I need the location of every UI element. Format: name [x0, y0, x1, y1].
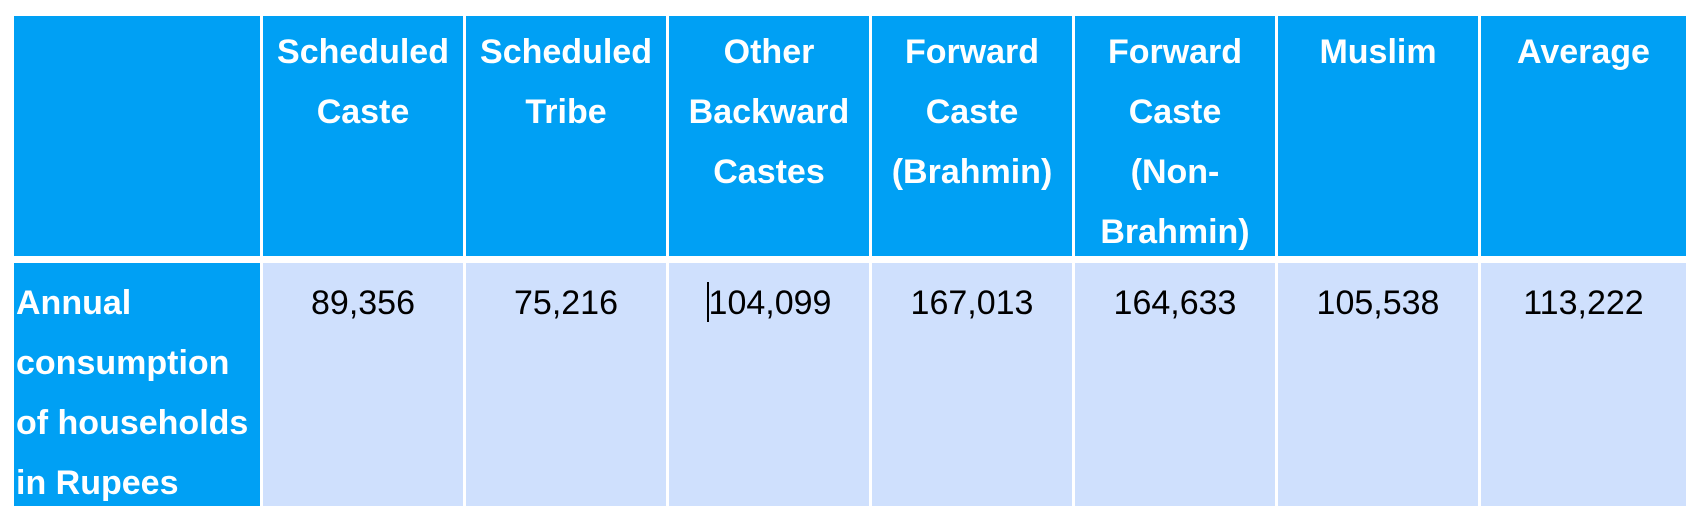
value-muslim[interactable]: 105,538	[1278, 256, 1481, 506]
text-cursor	[706, 282, 709, 322]
value-scheduled-tribe[interactable]: 75,216	[466, 256, 669, 506]
header-forward-caste-non-brahmin: Forward Caste (Non-Brahmin)	[1075, 16, 1278, 256]
header-average: Average	[1481, 16, 1686, 256]
header-other-backward-castes: Other Backward Castes	[669, 16, 872, 256]
value-forward-caste-brahmin[interactable]: 167,013	[872, 256, 1075, 506]
header-muslim: Muslim	[1278, 16, 1481, 256]
row-label: Annual consumption of households in Rupe…	[14, 256, 263, 506]
value-forward-caste-non-brahmin[interactable]: 164,633	[1075, 256, 1278, 506]
value-average[interactable]: 113,222	[1481, 256, 1686, 506]
value-other-backward-castes[interactable]: 104,099	[669, 256, 872, 506]
header-cell-empty	[14, 16, 263, 256]
header-forward-caste-brahmin: Forward Caste (Brahmin)	[872, 16, 1075, 256]
value-text: 104,099	[708, 284, 832, 322]
consumption-table: Scheduled Caste Scheduled Tribe Other Ba…	[14, 16, 1686, 506]
header-scheduled-tribe: Scheduled Tribe	[466, 16, 669, 256]
header-scheduled-caste: Scheduled Caste	[263, 16, 466, 256]
value-scheduled-caste[interactable]: 89,356	[263, 256, 466, 506]
